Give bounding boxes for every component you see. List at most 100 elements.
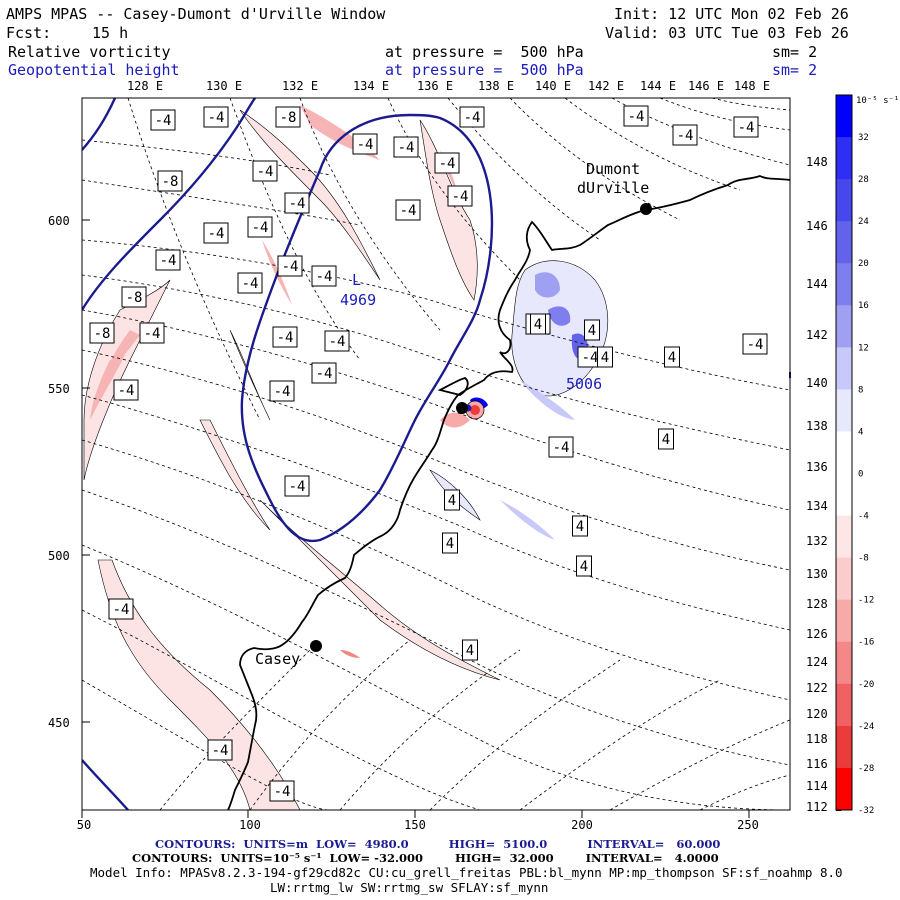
svg-text:4: 4 xyxy=(588,323,596,339)
colorbar-swatch xyxy=(836,515,852,559)
contour-label: 4 xyxy=(572,515,588,537)
svg-text:4: 4 xyxy=(534,317,542,333)
contour-label: -4 xyxy=(393,136,419,158)
svg-text:148 E: 148 E xyxy=(806,155,842,169)
svg-text:4: 4 xyxy=(601,350,609,366)
colorbar-tick-label: 8 xyxy=(858,385,863,395)
field2-level: at pressure = 500 hPa xyxy=(385,61,584,79)
svg-text:-4: -4 xyxy=(329,334,346,350)
svg-text:-4: -4 xyxy=(289,196,306,212)
contour-label: -4 xyxy=(203,106,229,128)
svg-text:-4: -4 xyxy=(289,479,306,495)
svg-text:-8: -8 xyxy=(280,110,297,126)
station-dumont-durville: Dumont dUrville xyxy=(577,160,652,215)
svg-text:-4: -4 xyxy=(452,189,469,205)
colorbar-swatch xyxy=(836,641,852,685)
svg-text:-4: -4 xyxy=(628,109,645,125)
pressure-system-labels: L 4969 5006 xyxy=(340,271,602,393)
x-axis-labels: 50 100 150 200 250 xyxy=(77,818,759,832)
colorbar-tick-label: -20 xyxy=(858,680,874,690)
svg-text:-4: -4 xyxy=(553,440,570,456)
y-tick-label: 500 xyxy=(48,549,70,563)
contour-label: 4 xyxy=(576,555,592,577)
contour-label: 4 xyxy=(444,489,460,511)
model-info-2: LW:rrtmg_lw SW:rrtmg_sw SFLAY:sf_mynn xyxy=(270,880,549,895)
contour-label: -4 xyxy=(150,109,176,131)
svg-text:-4: -4 xyxy=(398,140,415,156)
colorbar-swatch xyxy=(836,95,852,138)
station-label: Dumont xyxy=(586,160,640,178)
svg-text:-8: -8 xyxy=(94,326,111,342)
svg-text:-4: -4 xyxy=(155,113,172,129)
coast-marker-dot xyxy=(456,402,468,414)
forecast-hour: 15 h xyxy=(92,24,129,42)
x-tick-label: 100 xyxy=(239,818,261,832)
svg-text:-4: -4 xyxy=(277,330,294,346)
svg-text:-4: -4 xyxy=(113,602,130,618)
contour-label: -8 xyxy=(121,286,147,308)
svg-text:-4: -4 xyxy=(747,337,764,353)
field1-name: Relative vorticity xyxy=(8,43,171,61)
colorbar-tick-label: 20 xyxy=(858,259,869,269)
contour-label: -4 xyxy=(395,199,421,221)
valid-time: Valid: 03 UTC Tue 03 Feb 26 xyxy=(605,24,849,42)
colorbar-swatch xyxy=(836,473,852,517)
svg-text:-4: -4 xyxy=(274,784,291,800)
svg-text:140 E: 140 E xyxy=(535,79,571,93)
svg-text:146 E: 146 E xyxy=(806,219,842,233)
field2-smoothing: sm= 2 xyxy=(772,61,818,79)
low-marker: L xyxy=(352,271,361,289)
svg-text:142 E: 142 E xyxy=(588,79,624,93)
contour-label: -4 xyxy=(447,185,473,207)
svg-text:4: 4 xyxy=(448,493,456,509)
contour-label: -4 xyxy=(311,362,337,384)
station-label: Casey xyxy=(255,650,300,668)
colorbar-tick-label: -32 xyxy=(858,806,874,816)
contour-label: -4 xyxy=(284,475,310,497)
negative-vorticity-shading xyxy=(83,105,501,810)
colorbar-swatch xyxy=(836,389,852,432)
svg-text:122 E: 122 E xyxy=(806,681,842,695)
svg-text:-4: -4 xyxy=(316,269,333,285)
contour-label: -4 xyxy=(459,106,485,128)
svg-text:144 E: 144 E xyxy=(806,277,842,291)
svg-text:-4: -4 xyxy=(274,384,291,400)
contour-label: 4 xyxy=(442,532,458,554)
svg-text:4: 4 xyxy=(446,536,454,552)
y-axis-labels: 600 550 500 450 xyxy=(48,214,70,730)
contour-label: -4 xyxy=(108,598,134,620)
vorticity-contour-labels: -4 -4 -8 -4 -4 -4 -4 -8 -4 -4 -4 -4 -4 -4 -4 -4 -4 -8 -4 -8… xyxy=(89,105,768,802)
svg-text:-4: -4 xyxy=(144,326,161,342)
y-tick-label: 550 xyxy=(48,382,70,396)
contour-label: -4 xyxy=(672,124,698,146)
svg-text:136 E: 136 E xyxy=(806,460,842,474)
colorbar-tick-label: 4 xyxy=(858,427,863,437)
svg-text:130 E: 130 E xyxy=(806,567,842,581)
svg-text:136 E: 136 E xyxy=(417,79,453,93)
svg-text:138 E: 138 E xyxy=(478,79,514,93)
contour-label: -4 xyxy=(113,379,139,401)
graticule xyxy=(82,98,790,810)
contours-height-info: CONTOURS: UNITS=m LOW= 4980.0 HIGH= 5100… xyxy=(155,837,721,851)
contour-label: -4 xyxy=(284,192,310,214)
contour-label: -4 xyxy=(352,133,378,155)
contour-label: -4 xyxy=(324,330,350,352)
contours-vorticity-info: CONTOURS: UNITS=10⁻⁵ s⁻¹ LOW= -32.000 HI… xyxy=(132,851,719,865)
colorbar-swatch xyxy=(836,347,852,390)
x-tick-label: 50 xyxy=(77,818,91,832)
contour-label: -4 xyxy=(237,272,263,294)
contour-label: 4 xyxy=(658,428,674,450)
low-value: 4969 xyxy=(340,291,376,309)
x-tick-label: 200 xyxy=(571,818,593,832)
svg-text:112 E: 112 E xyxy=(806,800,842,814)
y-tick-label: 450 xyxy=(48,716,70,730)
contour-label: -4 xyxy=(269,380,295,402)
contour-label: -4 xyxy=(207,739,233,761)
contour-label: -8 xyxy=(157,170,183,192)
colorbar-swatch xyxy=(836,599,852,643)
svg-text:126 E: 126 E xyxy=(806,627,842,641)
y-tick-label: 600 xyxy=(48,214,70,228)
colorbar-swatch xyxy=(836,767,852,811)
svg-text:-4: -4 xyxy=(738,120,755,136)
